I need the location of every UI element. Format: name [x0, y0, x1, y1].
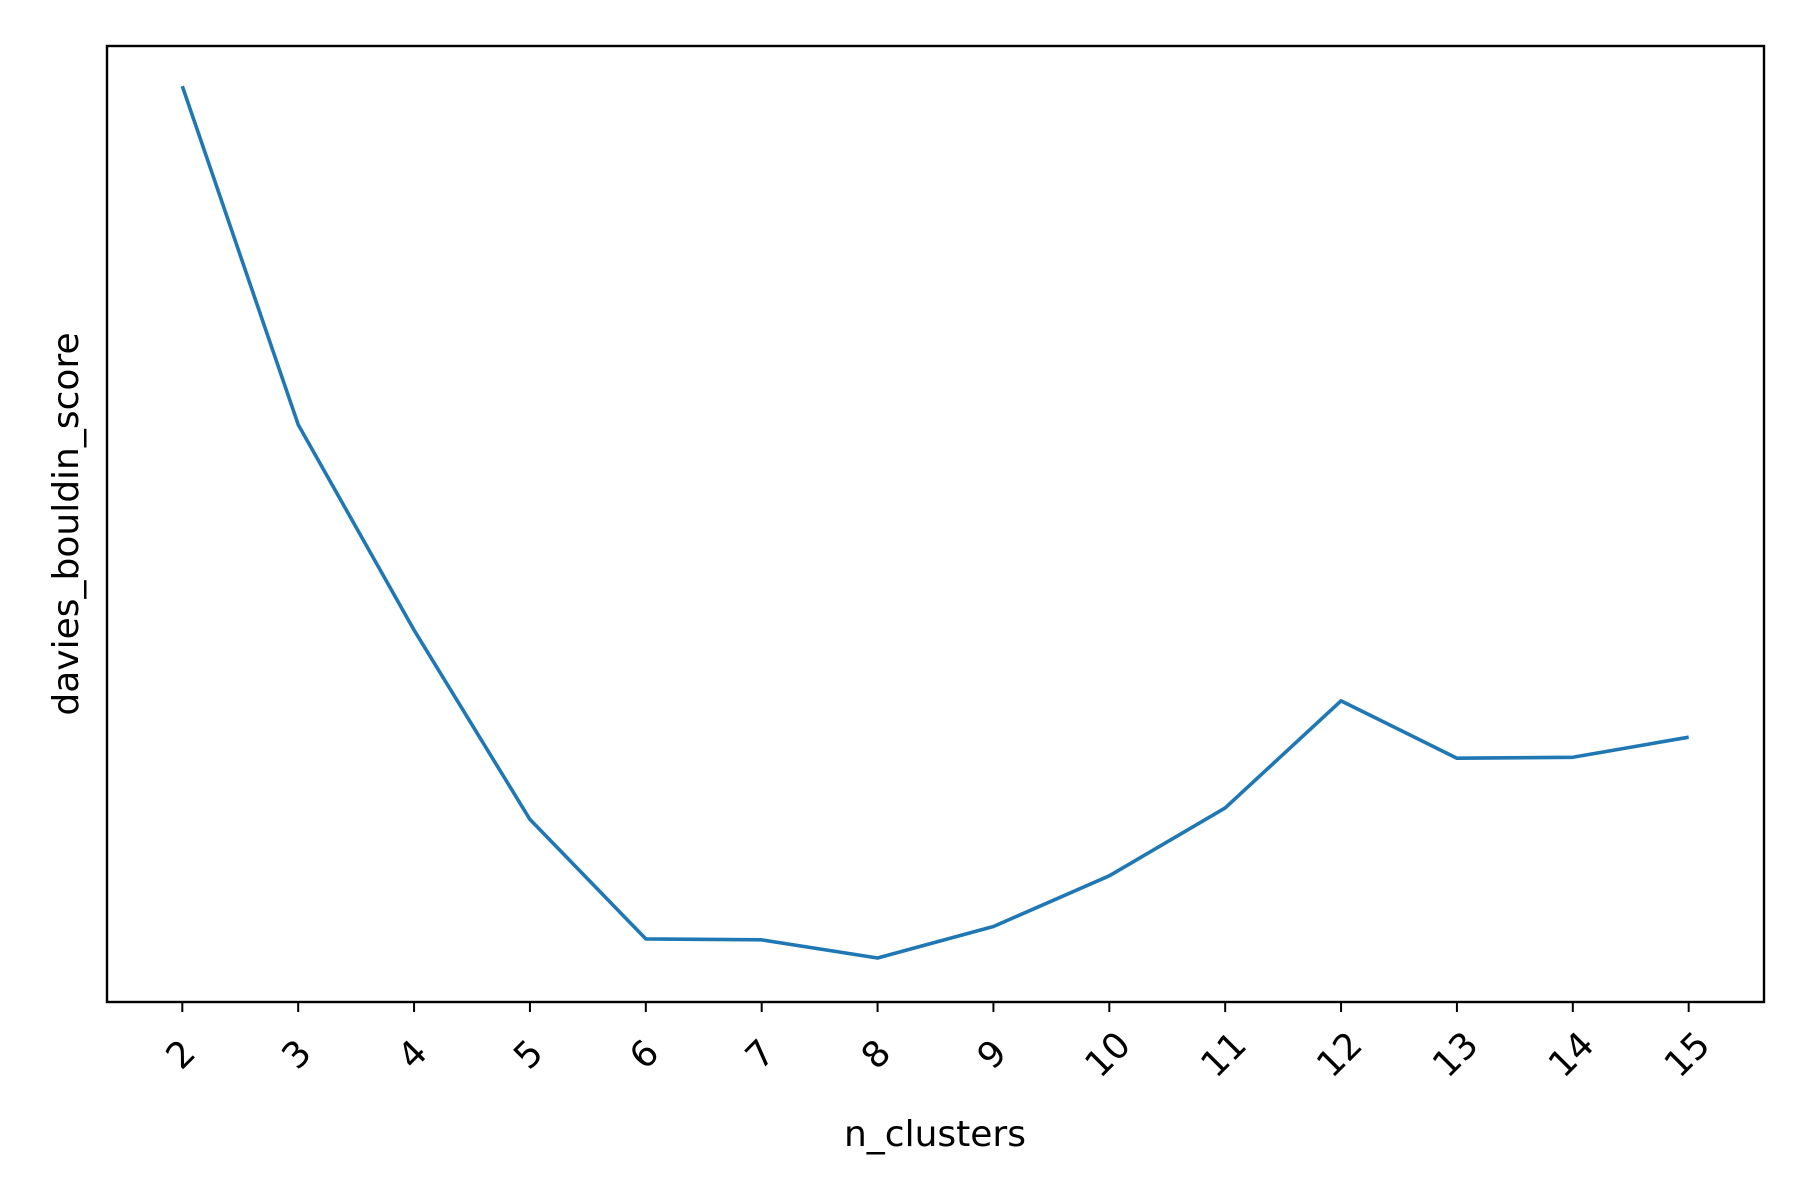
x-tick-label: 15: [1657, 1024, 1718, 1085]
x-tick-label: 9: [970, 1032, 1015, 1077]
plot-frame: [105, 44, 1766, 1004]
x-tick-label: 2: [159, 1032, 204, 1077]
x-tick-label: 11: [1193, 1024, 1254, 1085]
line: [180, 85, 1689, 960]
x-tick-label: 7: [738, 1032, 783, 1077]
x-tick-label: 6: [622, 1032, 667, 1077]
x-tick-label: 10: [1078, 1024, 1139, 1085]
x-tick-label: 5: [506, 1032, 551, 1077]
x-tick-label: 12: [1309, 1024, 1370, 1085]
x-tick-label: 4: [390, 1032, 435, 1077]
x-tick-label: 14: [1541, 1024, 1602, 1085]
x-axis-label: n_clusters: [844, 1114, 1026, 1155]
y-axis-label: davies_bouldin_score: [46, 332, 87, 715]
x-tick-label: 3: [275, 1032, 320, 1077]
x-tick-label: 8: [854, 1032, 899, 1077]
x-tick-label: 13: [1425, 1024, 1486, 1085]
